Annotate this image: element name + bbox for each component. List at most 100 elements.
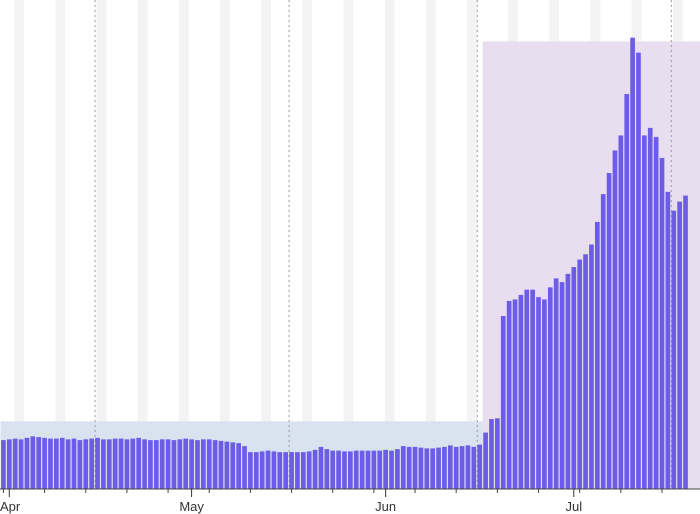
- bar: [447, 445, 453, 489]
- bar: [206, 439, 212, 489]
- bar: [530, 289, 535, 489]
- bar: [377, 450, 383, 489]
- bar: [395, 449, 400, 489]
- bar: [412, 446, 418, 489]
- bar: [118, 438, 124, 489]
- bar: [306, 451, 312, 489]
- bar: [383, 449, 388, 489]
- weekend-band: [302, 0, 313, 489]
- weekend-band: [96, 0, 107, 489]
- weekend-band: [343, 0, 354, 489]
- bar: [524, 289, 530, 489]
- bar: [465, 445, 471, 489]
- bar: [124, 439, 130, 489]
- bar: [65, 439, 71, 489]
- bar: [36, 437, 42, 489]
- weekend-band: [384, 0, 395, 489]
- bar: [618, 135, 624, 489]
- bar: [236, 443, 241, 489]
- bar: [589, 244, 594, 489]
- bar: [171, 440, 177, 489]
- dashed-gridline-layer: [94, 0, 672, 489]
- bar: [424, 448, 430, 489]
- bar: [77, 440, 83, 489]
- weekend-band: [220, 0, 230, 489]
- bar: [630, 37, 635, 489]
- x-tick-label: Jul: [565, 499, 582, 514]
- bar: [594, 221, 600, 489]
- bar: [506, 300, 512, 489]
- bar: [359, 450, 365, 489]
- bar: [101, 439, 106, 489]
- bar: [48, 438, 53, 489]
- bar: [165, 439, 171, 489]
- bar: [442, 446, 447, 489]
- bar: [42, 437, 47, 489]
- bar: [218, 440, 224, 489]
- bar: [547, 287, 553, 489]
- bar: [242, 446, 247, 489]
- bar: [283, 452, 289, 489]
- bar: [647, 127, 653, 490]
- bar: [536, 297, 541, 489]
- bar: [189, 439, 194, 489]
- bar: [642, 135, 647, 489]
- bar: [653, 136, 659, 490]
- bar: [265, 450, 271, 489]
- bar: [112, 438, 118, 489]
- bar: [177, 439, 183, 489]
- bar: [459, 446, 465, 489]
- bar: [371, 450, 377, 489]
- bar: [353, 450, 359, 489]
- bar: [500, 315, 506, 489]
- bar: [24, 437, 30, 489]
- bar: [159, 439, 165, 489]
- bar: [59, 437, 65, 489]
- bar: [271, 451, 277, 489]
- bar: [183, 438, 189, 489]
- bar: [153, 440, 159, 489]
- bar: [659, 157, 665, 489]
- bar: [259, 451, 265, 489]
- bar: [665, 191, 671, 490]
- weekend-band: [261, 0, 271, 489]
- bar: [583, 254, 588, 489]
- bar: [336, 450, 341, 489]
- bar: [230, 442, 236, 489]
- weekend-band: [55, 0, 66, 489]
- bar: [277, 452, 283, 489]
- bar: [471, 446, 477, 489]
- bar: [542, 299, 547, 489]
- bar: [624, 94, 630, 490]
- bar: [489, 419, 494, 489]
- bar: [677, 201, 682, 489]
- bar: [212, 440, 218, 489]
- bar: [406, 446, 412, 489]
- weekend-band: [178, 0, 189, 489]
- bar: [365, 450, 371, 489]
- bar: [12, 438, 18, 489]
- bar: [224, 441, 230, 489]
- bar: [436, 447, 441, 489]
- x-tick-label: Jun: [375, 499, 396, 514]
- bar: [565, 273, 571, 489]
- bar: [495, 418, 500, 489]
- bar: [54, 438, 59, 489]
- bar: [295, 452, 300, 489]
- x-tick-label: May: [179, 499, 204, 514]
- bar: [30, 436, 36, 489]
- bar: [430, 448, 436, 489]
- bar: [683, 195, 688, 489]
- bar-series: [1, 37, 688, 490]
- bar: [559, 282, 565, 489]
- bar: [83, 439, 89, 489]
- bar: [483, 432, 488, 489]
- bar: [606, 173, 612, 489]
- bar: [253, 452, 259, 489]
- weekend-band: [137, 0, 148, 489]
- bar: [136, 437, 142, 489]
- bar: [318, 446, 324, 489]
- bar: [195, 440, 200, 489]
- bar: [671, 210, 677, 489]
